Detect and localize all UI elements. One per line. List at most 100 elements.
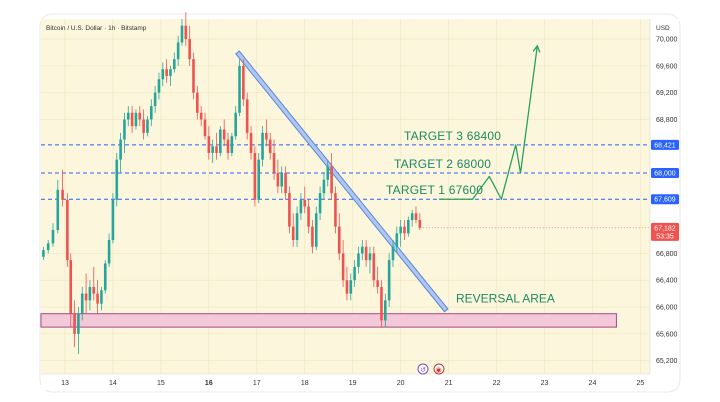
candle-body <box>391 246 395 261</box>
candle-body <box>245 99 249 133</box>
price-tick-label: 65,600 <box>656 331 678 338</box>
candle-body <box>238 65 241 113</box>
candle-body <box>230 136 234 153</box>
candle-body <box>96 293 99 304</box>
candle-body <box>73 313 76 334</box>
candle-body <box>268 139 272 153</box>
candle-body <box>173 59 176 70</box>
candle-body <box>80 293 84 314</box>
current-price-text: 67,182 <box>654 225 676 232</box>
date-tick-label: 23 <box>541 380 549 387</box>
candle-body <box>311 226 314 247</box>
candle-body <box>384 300 387 321</box>
candle-body <box>314 213 318 247</box>
candle-body <box>318 193 322 214</box>
candle-body <box>284 173 287 194</box>
candle-body <box>153 92 157 107</box>
date-tick-label: 21 <box>445 380 453 387</box>
candle-body <box>341 253 345 281</box>
candlestick-series <box>42 12 422 354</box>
target-badge-2 <box>651 168 679 179</box>
target-label-1: TARGET 1 67600 <box>386 183 483 197</box>
candle-body <box>126 112 130 120</box>
candle-body <box>395 233 399 247</box>
candle-body <box>334 193 337 227</box>
date-tick-label: 25 <box>637 380 645 387</box>
candle-body <box>103 263 107 291</box>
candle-body <box>322 179 326 194</box>
candle-body <box>364 246 368 261</box>
candle-body <box>276 173 280 187</box>
candle-body <box>376 280 379 287</box>
price-tick-label: 69,200 <box>656 90 678 97</box>
projection-arrowhead <box>532 44 541 53</box>
candle-body <box>261 132 264 160</box>
candle-body <box>66 199 69 261</box>
candle-body <box>199 112 203 120</box>
candle-body <box>407 219 410 234</box>
candle-body <box>330 166 333 194</box>
candle-body <box>211 146 214 153</box>
date-tick-label: 24 <box>589 380 597 387</box>
target-levels <box>41 144 650 200</box>
chart-title: Bitcoin / U.S. Dollar · 1h · Bitstamp <box>46 25 147 32</box>
replay-glyph: ↺ <box>420 366 426 374</box>
candle-body <box>77 313 80 334</box>
candle-body <box>123 119 126 140</box>
candle-body <box>291 226 295 241</box>
candle-body <box>403 226 406 234</box>
candle-body <box>265 132 268 140</box>
candle-body <box>234 112 237 137</box>
watermark-icons: ↺ ◉ <box>417 363 445 375</box>
reversal-area-label: REVERSAL AREA <box>456 292 555 306</box>
candle-body <box>107 240 111 264</box>
price-tick-label: 66,800 <box>656 251 678 258</box>
time-axis <box>41 374 650 390</box>
date-tick-label: 18 <box>301 380 309 387</box>
candle-body <box>192 59 195 93</box>
date-tick-label: 19 <box>349 380 357 387</box>
flag-icon <box>433 363 445 375</box>
candle-body <box>249 132 253 153</box>
candle-body <box>299 199 303 214</box>
date-tick-label: 16 <box>205 380 213 387</box>
candle-body <box>46 243 50 251</box>
candle-body <box>303 199 307 207</box>
candle-body <box>418 219 422 228</box>
candle-body <box>349 280 353 294</box>
current-price-badge <box>651 222 679 241</box>
date-tick-label: 14 <box>109 380 117 387</box>
target-badge-text-2: 68,000 <box>654 171 676 178</box>
candle-body <box>188 39 191 60</box>
candle-body <box>337 226 341 254</box>
candle-body <box>222 129 226 140</box>
target-badge-3 <box>651 139 679 150</box>
price-tick-label: 66,000 <box>656 305 678 312</box>
candle-body <box>253 152 257 200</box>
candle-body <box>288 193 291 227</box>
candle-body <box>414 213 418 220</box>
target-badge-1 <box>651 194 679 205</box>
reversal-area <box>40 313 617 328</box>
target-label-2: TARGET 2 68000 <box>394 157 491 171</box>
candle-body <box>61 189 64 200</box>
candle-body <box>157 79 161 93</box>
candle-body <box>357 253 360 267</box>
candle-body <box>69 260 73 314</box>
candle-body <box>353 266 356 281</box>
candle-body <box>100 290 103 304</box>
candle-body <box>180 25 184 43</box>
trendline <box>235 50 449 313</box>
candle-body <box>372 253 376 281</box>
candle-body <box>360 246 364 254</box>
reversal-area-box <box>40 313 617 328</box>
candle-body <box>280 173 284 187</box>
target-label-3: TARGET 3 68400 <box>404 129 501 143</box>
candle-body <box>272 152 276 174</box>
candle-body <box>207 136 211 153</box>
date-tick-label: 22 <box>493 380 501 387</box>
flag-glyph: ◉ <box>436 366 442 374</box>
annotations: TARGET 3 68400 TARGET 2 68000 TARGET 1 676… <box>386 129 555 306</box>
candle-body <box>56 189 60 230</box>
target-badge-text-1: 67,609 <box>654 197 676 204</box>
